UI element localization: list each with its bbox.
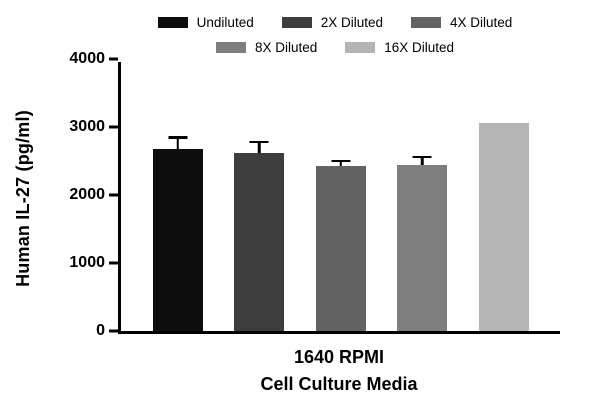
legend-item: 16X Diluted (345, 39, 455, 55)
legend-label: 16X Diluted (384, 39, 455, 55)
error-bar-cap (249, 140, 269, 144)
y-tick-label: 0 (96, 322, 105, 339)
legend-label: Undiluted (196, 15, 254, 30)
bar-group (397, 62, 447, 331)
legend-item: 8X Diluted (215, 39, 318, 55)
legend-swatch (157, 17, 188, 29)
y-tick-label: 4000 (69, 50, 105, 67)
legend-swatch (345, 41, 376, 53)
y-tick-mark (109, 193, 118, 197)
bar (315, 165, 366, 331)
legend-item: 2X Diluted (281, 15, 384, 30)
bar (234, 152, 284, 331)
error-bar-line (176, 138, 179, 149)
legend-label: 2X Diluted (320, 15, 384, 30)
plot-area: 0 1000 2000 3000 4000 (69, 51, 560, 339)
error-bar-cap (412, 155, 432, 159)
bars-row (121, 62, 560, 331)
legend-swatch (281, 17, 312, 29)
bar (152, 148, 203, 331)
bar-group (234, 62, 284, 331)
error-bar-cap (331, 159, 350, 163)
y-axis-title-wrap: Human IL-27 (pg/ml) (0, 62, 46, 334)
y-tick-label: 1000 (69, 254, 105, 271)
bar (397, 165, 447, 331)
y-axis-title: Human IL-27 (pg/ml) (12, 109, 33, 287)
y-tick-label: 3000 (69, 118, 105, 135)
legend-swatch (215, 41, 246, 53)
x-axis-title-line1: 1640 RPMI (293, 347, 385, 367)
legend-label: 4X Diluted (450, 15, 513, 30)
bar-group (315, 62, 366, 331)
error-bar-line (420, 158, 424, 166)
bar (478, 122, 529, 331)
bar-group (478, 62, 529, 331)
legend-item: 4X Diluted (411, 16, 512, 30)
y-tick-mark (109, 125, 118, 129)
legend-swatch (411, 17, 442, 29)
x-axis-title: 1640 RPMI Cell Culture Media (118, 344, 560, 398)
error-bar-line (339, 162, 342, 166)
y-tick-mark (109, 329, 118, 333)
legend-item: Undiluted (157, 15, 254, 30)
y-tick-label: 2000 (69, 186, 105, 203)
error-bar-line (257, 143, 261, 153)
y-tick-mark (109, 261, 118, 265)
error-bar-cap (168, 136, 187, 139)
bar-group (152, 62, 203, 331)
y-tick-mark (109, 57, 118, 61)
x-axis-title-line2: Cell Culture Media (260, 374, 418, 394)
chart-legend: Undiluted 2X Diluted 4X Diluted 8X Diluted 1… (110, 16, 560, 54)
legend-label: 8X Diluted (254, 39, 318, 55)
